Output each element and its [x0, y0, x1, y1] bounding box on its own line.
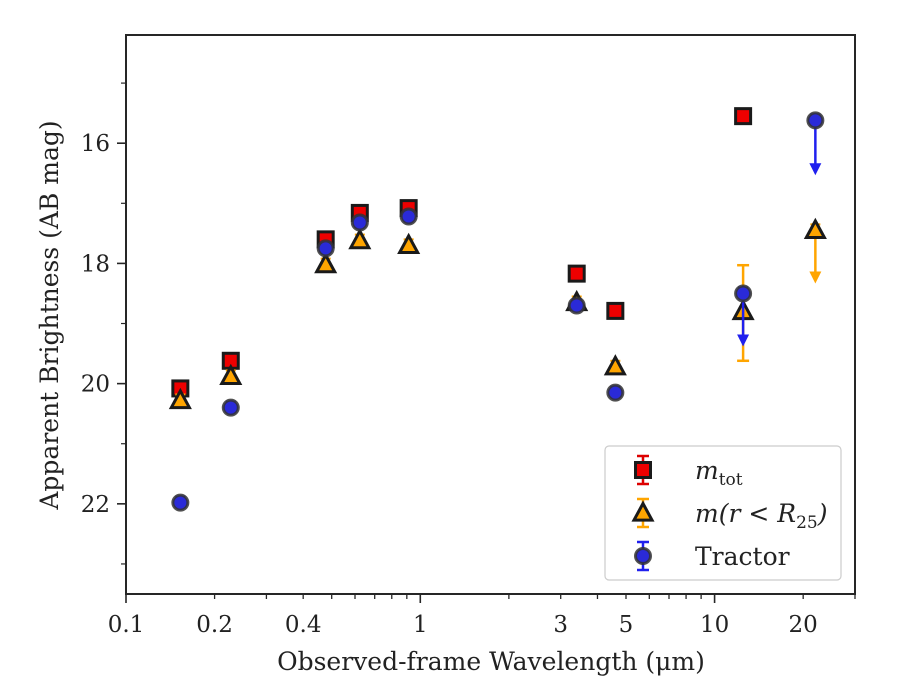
data-point-circle [221, 398, 240, 417]
upper-limit-arrow-head [737, 334, 750, 347]
legend-marker-square [634, 461, 652, 479]
data-point-triangle [168, 387, 192, 410]
legend: mtot m(r < R25) Tractor [604, 445, 842, 581]
upper-limit-arrow-head [809, 271, 822, 284]
series-circle [171, 111, 825, 512]
y-tick-label: 18 [81, 251, 110, 277]
data-point-circle [350, 213, 369, 232]
data-point-circle [399, 207, 418, 226]
data-point-circle [316, 239, 335, 258]
data-point-triangle [397, 232, 421, 255]
series-square [171, 107, 753, 398]
data-point-triangle [348, 227, 372, 250]
x-tick-label: 0.4 [285, 612, 322, 638]
series-triangle [168, 217, 827, 410]
legend-label-triangle: m(r < R25) [695, 499, 827, 533]
plot-area [168, 107, 827, 512]
x-tick-label: 20 [789, 612, 818, 638]
x-tick-label: 10 [700, 612, 729, 638]
upper-limit-arrow-head [809, 163, 822, 176]
data-point-square [567, 264, 586, 283]
data-point-triangle [314, 251, 338, 274]
data-point-triangle [603, 354, 627, 376]
x-tick-label: 0.2 [196, 612, 233, 638]
legend-marker-triangle [631, 500, 655, 522]
legend-label-square: mtot [695, 456, 743, 490]
data-point-circle [806, 111, 825, 130]
axes: 0.1 0.2 0.4 1 3 5 10 20 16 18 20 22 [81, 34, 856, 638]
plot-frame [125, 34, 856, 595]
y-tick-label: 20 [81, 372, 110, 398]
data-point-triangle [219, 363, 243, 386]
data-point-circle [567, 296, 586, 315]
data-point-square [606, 301, 625, 320]
y-tick-label: 22 [81, 492, 110, 518]
data-point-circle [606, 383, 625, 402]
x-axis-title: Observed-frame Wavelength (μm) [277, 647, 705, 676]
y-axis-title: Apparent Brightness (AB mag) [35, 120, 64, 510]
legend-label-circle: Tractor [695, 542, 790, 571]
data-point-triangle [803, 217, 827, 239]
x-tick-label: 0.1 [108, 612, 145, 638]
data-point-circle [734, 284, 753, 303]
x-tick-label: 1 [413, 612, 428, 638]
data-point-circle [171, 493, 190, 512]
legend-marker-circle [634, 547, 652, 565]
legend-box [604, 445, 842, 581]
x-tick-label: 5 [619, 612, 634, 638]
x-tick-label: 3 [553, 612, 568, 638]
y-tick-label: 16 [81, 131, 110, 157]
data-point-square [734, 107, 753, 126]
